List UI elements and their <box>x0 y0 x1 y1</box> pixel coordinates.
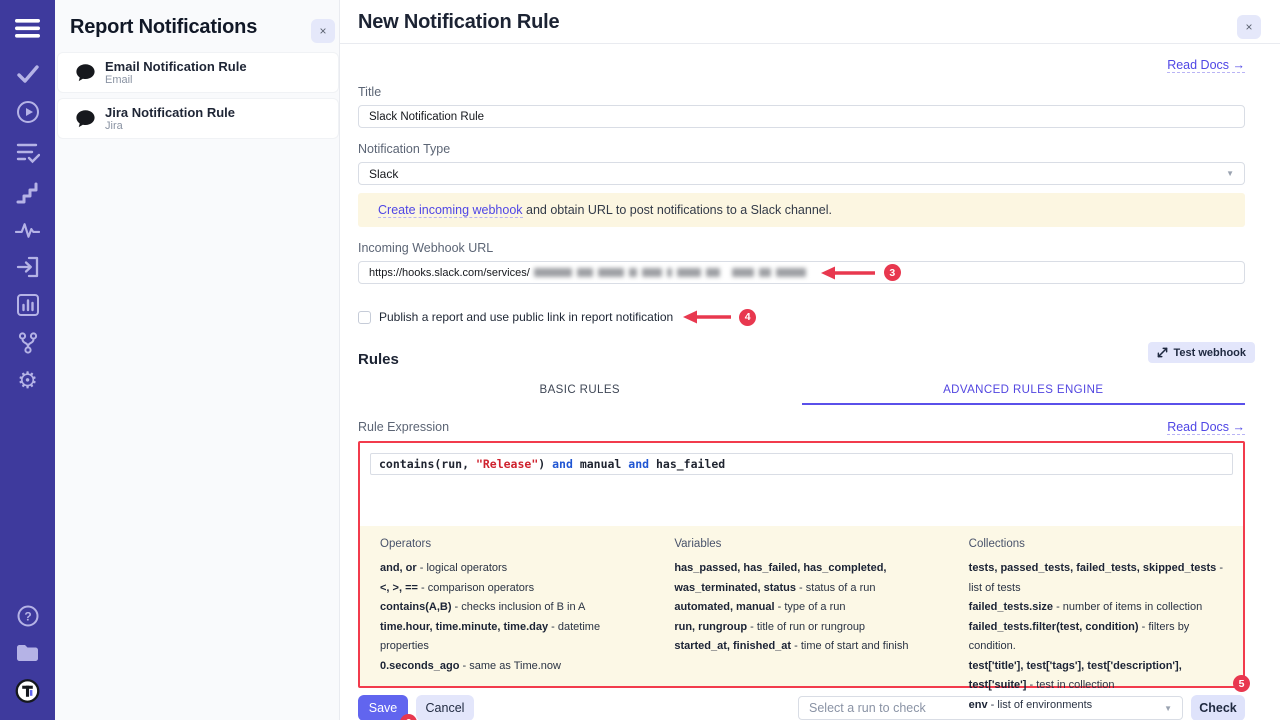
chevron-down-icon: ▼ <box>1164 703 1172 713</box>
sign-in-icon[interactable] <box>15 254 40 279</box>
rule-subtitle: Email <box>105 73 133 86</box>
webhook-url-input[interactable]: https://hooks.slack.com/services/ 3 <box>358 261 1245 284</box>
panel-close-button[interactable]: × <box>311 19 335 43</box>
annotation-arrow-4 <box>683 310 732 324</box>
tab-basic-rules[interactable]: BASIC RULES <box>539 384 620 396</box>
annotation-badge-4: 4 <box>739 308 757 326</box>
checkmark-icon[interactable] <box>15 61 40 86</box>
menu-icon[interactable] <box>15 16 40 41</box>
annotation-badge-5: 5 <box>1233 675 1250 692</box>
check-button[interactable]: Check <box>1191 695 1245 720</box>
play-circle-icon[interactable] <box>15 99 40 124</box>
list-item-email-rule[interactable]: Email Notification Rule Email <box>57 52 339 93</box>
title-input[interactable]: Slack Notification Rule <box>358 105 1245 128</box>
gear-icon[interactable]: ⚙ <box>17 367 38 393</box>
help-entry: and, or - logical operators <box>380 562 508 574</box>
page-title: New Notification Rule <box>358 11 560 33</box>
help-column-collections: Collections tests, passed_tests, failed_… <box>949 534 1243 715</box>
help-entry: env - list of environments <box>968 698 1093 711</box>
tab-advanced-rules-engine[interactable]: ADVANCED RULES ENGINE <box>801 379 1245 405</box>
test-webhook-button[interactable]: Test webhook <box>1148 342 1255 363</box>
publish-report-row: Publish a report and use public link in … <box>358 308 1245 326</box>
rules-tabs: BASIC RULES ADVANCED RULES ENGINE <box>358 379 1245 405</box>
annotation-badge-3: 3 <box>883 264 901 281</box>
list-check-icon[interactable] <box>15 140 40 165</box>
help-column-operators: Operators and, or - logical operators <,… <box>360 534 654 715</box>
notification-rule-list: Email Notification Rule Email Jira Notif… <box>55 52 339 139</box>
testomat-logo[interactable] <box>15 678 40 703</box>
help-entry: failed_tests.filter(test, condition) - f… <box>968 620 1190 653</box>
report-notifications-panel: Report Notifications × Email Notificatio… <box>55 0 340 720</box>
svg-text:?: ? <box>24 609 31 623</box>
slack-webhook-info-box: Create incoming webhook and obtain URL t… <box>358 193 1245 227</box>
main-close-button[interactable]: × <box>1237 15 1261 39</box>
help-entry: automated, manual - type of a run <box>674 601 846 613</box>
sidebar-nav: ⚙ ? <box>0 0 55 720</box>
projects-folder-icon[interactable] <box>15 640 40 665</box>
help-entry: 0.seconds_ago - same as Time.now <box>380 659 561 672</box>
annotation-arrow-3 <box>820 266 875 279</box>
help-entry: test['title'], test['tags'], test['descr… <box>968 659 1182 692</box>
help-entry: tests, passed_tests, failed_tests, skipp… <box>968 562 1224 594</box>
expression-read-docs-link[interactable]: Read Docs → <box>1167 419 1245 435</box>
rule-expression-editor-box: contains(run, "Release") and manual and … <box>358 441 1250 711</box>
type-field-label: Notification Type <box>358 142 451 156</box>
title-field-label: Title <box>358 85 382 99</box>
main-content: New Notification Rule × Read Docs → Titl… <box>340 0 1280 720</box>
publish-report-label: Publish a report and use public link in … <box>379 310 674 324</box>
activity-icon[interactable] <box>15 217 40 242</box>
chat-bubble-icon <box>76 64 95 82</box>
run-select[interactable]: Select a run to check ▼ <box>798 696 1183 720</box>
transfer-arrows-icon <box>1158 347 1168 358</box>
help-entry: contains(A,B) - checks inclusion of B in… <box>380 601 586 613</box>
rule-title: Jira Notification Rule <box>105 104 236 120</box>
chevron-down-icon: ▼ <box>1226 169 1234 178</box>
cancel-button[interactable]: Cancel <box>416 695 474 720</box>
main-header: New Notification Rule × <box>340 0 1280 44</box>
help-icon[interactable]: ? <box>15 603 40 628</box>
git-branch-icon[interactable] <box>15 330 40 355</box>
annotation-badge-6: 6 <box>400 714 417 720</box>
read-docs-link[interactable]: Read Docs → <box>1167 58 1245 73</box>
notification-type-select[interactable]: Slack ▼ <box>358 162 1245 185</box>
help-entry: <, >, == - comparison operators <box>380 581 535 594</box>
help-entry: run, rungroup - title of run or rungroup <box>674 620 866 633</box>
webhook-field-label: Incoming Webhook URL <box>358 241 494 255</box>
help-entry: failed_tests.size - number of items in c… <box>968 601 1203 613</box>
help-entry: has_passed, has_failed, has_completed, w… <box>674 562 887 594</box>
help-column-variables: Variables has_passed, has_failed, has_co… <box>654 534 948 715</box>
rule-expression-input[interactable]: contains(run, "Release") and manual and … <box>370 453 1233 475</box>
expression-help-panel: Operators and, or - logical operators <,… <box>360 526 1243 711</box>
rule-expression-label: Rule Expression <box>358 420 450 434</box>
save-button[interactable]: Save <box>358 695 408 720</box>
rule-title: Email Notification Rule <box>105 58 247 74</box>
list-item-jira-rule[interactable]: Jira Notification Rule Jira <box>57 98 339 139</box>
bar-chart-icon[interactable] <box>15 292 40 317</box>
help-entry: started_at, finished_at - time of start … <box>674 640 909 652</box>
rules-heading: Rules <box>358 351 399 368</box>
steps-icon[interactable] <box>15 180 40 205</box>
create-webhook-link[interactable]: Create incoming webhook <box>378 203 523 218</box>
rule-subtitle: Jira <box>105 119 123 132</box>
redacted-webhook-token <box>533 268 811 277</box>
chat-bubble-icon <box>76 110 95 128</box>
panel-title: Report Notifications <box>70 16 258 38</box>
publish-report-checkbox[interactable] <box>358 310 371 324</box>
help-entry: time.hour, time.minute, time.day - datet… <box>380 620 601 653</box>
